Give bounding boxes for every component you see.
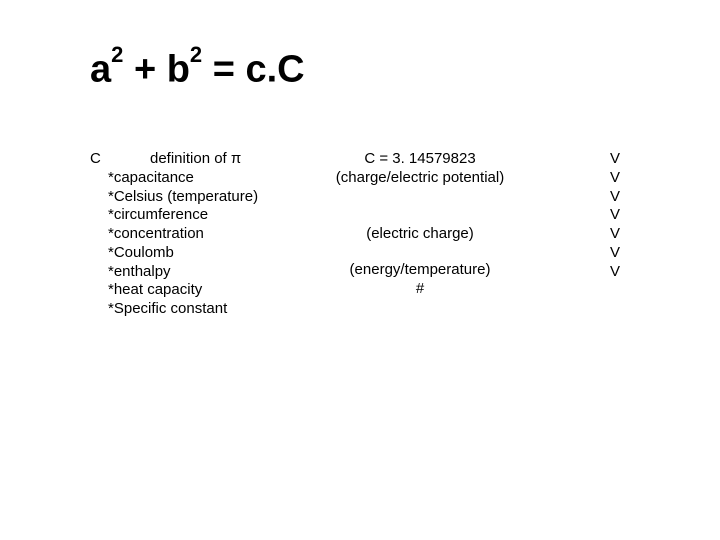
- list-item: capacitance: [108, 169, 258, 188]
- list-item: heat capacity: [108, 281, 258, 300]
- paren-electric-charge: (electric charge): [320, 225, 520, 244]
- list-item: V: [610, 244, 620, 263]
- left-column: C definition of π capacitance Celsius (t…: [90, 150, 258, 319]
- spacer: [320, 243, 520, 261]
- paren-energy-temperature: (energy/temperature): [320, 261, 520, 280]
- list-item: V: [610, 206, 620, 225]
- list-item: V: [610, 188, 620, 207]
- spacer: [320, 188, 520, 225]
- right-list: V V V V V V V: [610, 150, 620, 281]
- equation-sup-b: 2: [190, 42, 202, 67]
- left-header-row: C definition of π: [90, 150, 258, 169]
- hash-symbol: #: [320, 280, 520, 299]
- left-list: capacitance Celsius (temperature) circum…: [90, 169, 258, 319]
- middle-column: C = 3. 14579823 (charge/electric potenti…: [320, 150, 520, 299]
- left-letter: C: [90, 150, 150, 169]
- left-header-note: definition of π: [150, 150, 241, 169]
- list-item: Celsius (temperature): [108, 188, 258, 207]
- list-item: circumference: [108, 206, 258, 225]
- equation-sup-a: 2: [111, 42, 123, 67]
- list-item: V: [610, 169, 620, 188]
- constant-line: C = 3. 14579823: [320, 150, 520, 169]
- equation-a: a: [90, 49, 111, 91]
- right-column: V V V V V V V: [610, 150, 620, 281]
- equation-plus: +: [123, 49, 166, 91]
- equation-eq: =: [202, 49, 245, 91]
- equation-heading: a2 + b2 = c.C: [90, 48, 305, 92]
- list-item: enthalpy: [108, 263, 258, 282]
- list-item: V: [610, 263, 620, 282]
- paren-charge-potential: (charge/electric potential): [320, 169, 520, 188]
- list-item: V: [610, 150, 620, 169]
- equation-b: b: [167, 49, 190, 91]
- list-item: Coulomb: [108, 244, 258, 263]
- list-item: V: [610, 225, 620, 244]
- list-item: concentration: [108, 225, 258, 244]
- list-item: Specific constant: [108, 300, 258, 319]
- equation-rhs: c.C: [245, 49, 304, 91]
